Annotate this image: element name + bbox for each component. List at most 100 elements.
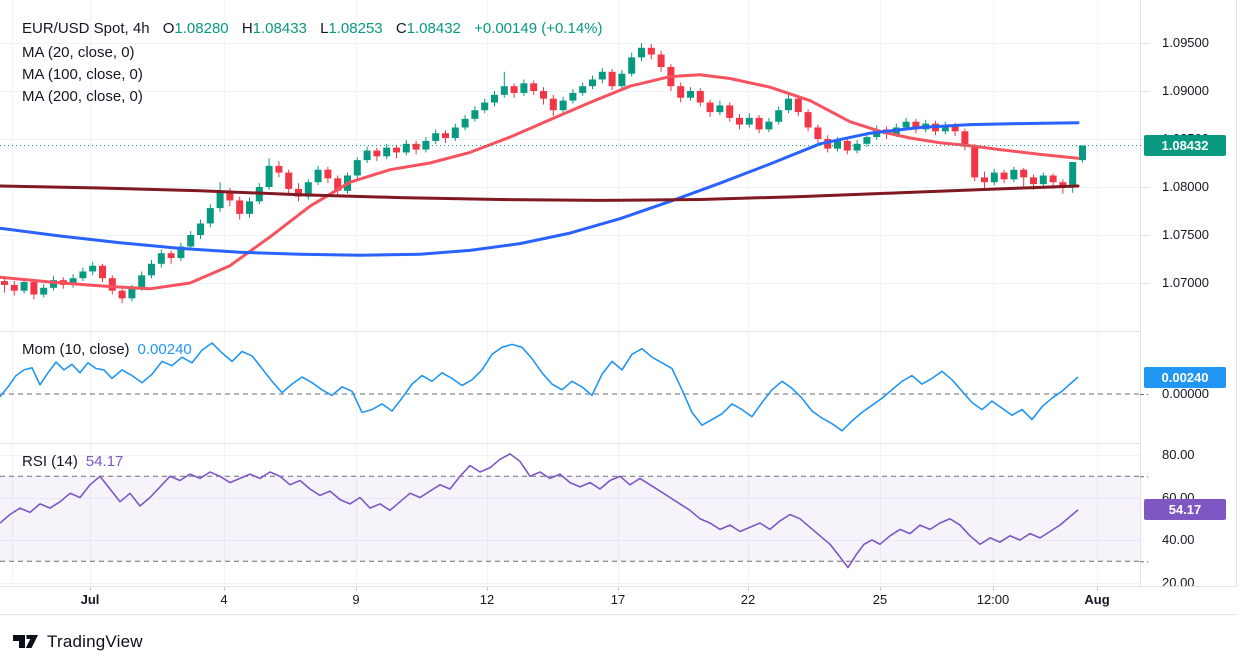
candle	[745, 113, 753, 128]
candle	[775, 106, 783, 125]
x-axis-tick	[748, 587, 749, 591]
momentum-name: Mom (10, close)	[22, 341, 130, 358]
candle	[638, 43, 645, 62]
candle	[1, 277, 8, 293]
candle	[265, 158, 273, 190]
candle	[530, 80, 538, 95]
candle	[324, 166, 332, 184]
candle	[540, 87, 547, 105]
x-axis-tick	[487, 587, 488, 591]
candle	[657, 50, 665, 72]
candle	[824, 135, 832, 153]
candle	[598, 67, 606, 84]
candle	[1010, 166, 1018, 183]
candle	[589, 75, 596, 90]
ma100-legend[interactable]: MA (100, close, 0)	[22, 66, 143, 83]
candle	[716, 100, 724, 115]
candle	[755, 115, 763, 134]
candle	[608, 68, 616, 91]
candle	[971, 143, 979, 182]
candle	[491, 91, 498, 107]
candle	[383, 143, 391, 160]
candle	[197, 219, 204, 239]
x-axis-label: 4	[220, 592, 228, 607]
rsi-line	[0, 453, 1079, 569]
candle	[285, 169, 293, 194]
tradingview-logo-icon	[13, 635, 38, 648]
candle	[363, 146, 371, 163]
rsi-name: RSI (14)	[22, 453, 78, 470]
candle	[941, 121, 949, 135]
candle	[69, 274, 77, 288]
candle	[314, 165, 322, 186]
momentum-value-tag: 0.00240	[1144, 366, 1226, 388]
ma20-line	[0, 73, 1080, 291]
x-axis-label: 22	[740, 592, 756, 607]
rsi-legend[interactable]: RSI (14) 54.17	[22, 452, 123, 472]
candle	[559, 96, 567, 114]
pane-divider[interactable]	[0, 331, 1237, 332]
candle	[981, 171, 988, 191]
candle	[373, 147, 381, 162]
candle	[618, 69, 626, 90]
candle	[500, 71, 508, 98]
x-axis-tick	[618, 587, 619, 591]
rsi-value-tag: 54.17	[1144, 499, 1226, 521]
momentum-legend[interactable]: Mom (10, close) 0.00240	[22, 340, 192, 360]
candle	[334, 175, 342, 196]
x-axis-tick	[993, 587, 994, 591]
y-axis-label: 1.09500	[1162, 35, 1209, 50]
candle	[804, 109, 812, 132]
y-axis-label: 40.00	[1162, 532, 1195, 547]
candle	[520, 79, 528, 96]
candle	[157, 249, 165, 268]
candle	[236, 196, 244, 220]
candle	[510, 83, 518, 98]
candle	[10, 281, 18, 296]
candle	[794, 95, 802, 116]
rsi-pane[interactable]	[0, 443, 1140, 585]
price-axis[interactable]: 1.08432 0.00240 54.17 1.09500 1.09000 1.08…	[1140, 0, 1237, 613]
candle	[569, 89, 577, 104]
candle	[1079, 145, 1086, 163]
candle	[246, 197, 253, 218]
x-axis-label: Jul	[80, 592, 100, 607]
candle	[814, 124, 822, 143]
candle	[726, 102, 734, 122]
candle	[187, 231, 195, 250]
candle	[402, 139, 410, 156]
candle	[1020, 167, 1028, 187]
ma200-legend[interactable]: MA (200, close, 0)	[22, 88, 143, 105]
momentum-pane[interactable]	[0, 331, 1140, 443]
y-axis-label: 0.00000	[1162, 386, 1209, 401]
candle	[696, 88, 704, 107]
ma200-line	[0, 184, 1080, 202]
candle	[481, 98, 489, 114]
x-axis-label: 9	[352, 592, 360, 607]
candle	[89, 261, 97, 276]
candle	[118, 286, 126, 304]
candle	[1000, 169, 1008, 184]
x-axis-tick	[224, 587, 225, 591]
tradingview-branding[interactable]: TradingView	[12, 630, 143, 654]
y-axis-label: 1.08000	[1162, 179, 1209, 194]
candle	[912, 118, 920, 134]
rsi-band	[0, 476, 1140, 562]
pane-divider[interactable]	[0, 443, 1237, 444]
candle	[442, 130, 449, 143]
symbol-title[interactable]: EUR/USD Spot, 4h	[22, 20, 150, 37]
main-price-pane[interactable]	[0, 0, 1140, 331]
ma100-line	[0, 121, 1080, 257]
candle	[1069, 162, 1077, 193]
candle	[393, 144, 400, 159]
candle	[177, 242, 185, 261]
x-axis-label: 25	[872, 592, 888, 607]
y-axis-label: 80.00	[1162, 447, 1195, 462]
candle	[1039, 172, 1047, 187]
time-axis[interactable]: Jul 4 9 12 17 22 25 12:00 Aug	[0, 586, 1237, 615]
candle	[961, 128, 969, 151]
candle	[451, 123, 459, 141]
candle	[79, 267, 87, 282]
ma20-legend[interactable]: MA (20, close, 0)	[22, 44, 135, 61]
candle	[853, 139, 861, 154]
